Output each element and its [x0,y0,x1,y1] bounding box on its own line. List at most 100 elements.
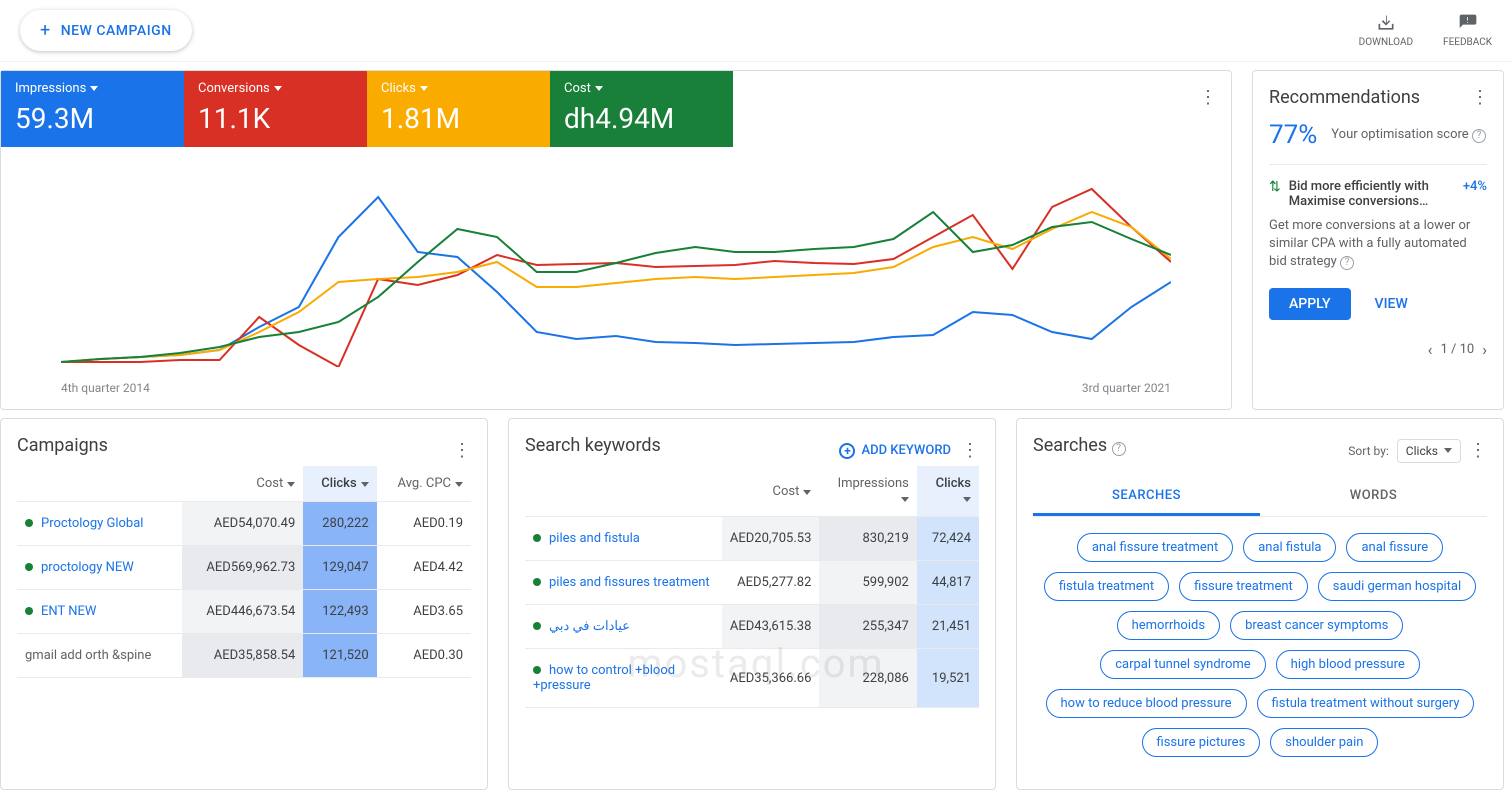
feedback-button[interactable]: FEEDBACK [1443,13,1492,48]
search-chip[interactable]: how to reduce blood pressure [1046,689,1247,718]
metric-tile[interactable]: Conversions 11.1K [184,71,367,147]
sortby-select[interactable]: Clicks [1397,439,1461,463]
status-dot-icon [533,534,541,542]
help-icon[interactable]: ? [1112,442,1126,456]
metric-tile[interactable]: Impressions 59.3M [1,71,184,147]
pager-next-icon[interactable]: › [1482,340,1487,359]
metric-value: 1.81M [381,102,536,135]
search-chip[interactable]: breast cancer symptoms [1230,611,1403,640]
table-row: piles and fissures treatment AED5,277.82… [525,561,979,605]
line-chart [61,167,1171,367]
search-tab[interactable]: WORDS [1260,478,1487,516]
table-row: piles and fistula AED20,705.53 830,219 7… [525,517,979,561]
clicks-cell: 121,520 [303,634,376,678]
metrics-row: Impressions 59.3MConversions 11.1KClicks… [1,71,1231,147]
search-chip[interactable]: saudi german hospital [1318,572,1476,601]
searches-panel: Searches ? Sort by: Clicks ⋮ SEARCHESWOR… [1016,418,1504,790]
column-header[interactable]: Cost [182,466,303,502]
campaigns-panel: Campaigns ⋮ CostClicksAvg. CPC Proctolog… [0,418,488,790]
search-chip[interactable]: fissure treatment [1179,572,1308,601]
keyword-name[interactable]: piles and fissures treatment [525,561,722,605]
metric-label: Impressions [15,81,170,96]
column-header[interactable]: Clicks [303,466,376,502]
overview-more-icon[interactable]: ⋮ [1199,87,1217,108]
searches-more-icon[interactable]: ⋮ [1469,440,1487,461]
overview-card: ⋮ Impressions 59.3MConversions 11.1KClic… [0,70,1232,410]
cpc-cell: AED0.19 [377,502,471,546]
campaigns-more-icon[interactable]: ⋮ [453,440,471,461]
search-chip[interactable]: fistula treatment without surgery [1257,689,1475,718]
cost-cell: AED446,673.54 [182,590,303,634]
cpc-cell: AED3.65 [377,590,471,634]
status-dot-icon [25,519,33,527]
campaign-name[interactable]: ENT NEW [17,590,182,634]
status-dot-icon [533,622,541,630]
help-icon[interactable]: ? [1472,129,1486,143]
chevron-down-icon [420,86,428,91]
column-header[interactable]: Impressions [819,466,916,517]
reco-more-icon[interactable]: ⋮ [1471,87,1489,108]
keyword-name[interactable]: piles and fistula [525,517,722,561]
table-row: Proctology Global AED54,070.49 280,222 A… [17,502,471,546]
campaigns-table: CostClicksAvg. CPC Proctology Global AED… [17,466,471,678]
new-campaign-label: NEW CAMPAIGN [61,23,172,39]
keyword-name[interactable]: عيادات في دبي [525,605,722,649]
chevron-down-icon [90,86,98,91]
chevron-down-icon [595,86,603,91]
reco-desc: Get more conversions at a lower or simil… [1269,217,1487,272]
cost-cell: AED569,962.73 [182,546,303,590]
keyword-name[interactable]: how to control +blood +pressure [525,649,722,708]
metric-value: dh4.94M [564,102,719,135]
add-keyword-button[interactable]: + ADD KEYWORD [839,443,951,459]
column-header[interactable]: Avg. CPC [377,466,471,502]
table-row: gmail add orth &spine AED35,858.54 121,5… [17,634,471,678]
metric-tile[interactable]: Clicks 1.81M [367,71,550,147]
metric-tile[interactable]: Cost dh4.94M [550,71,733,147]
reco-score-label: Your optimisation score ? [1331,127,1486,144]
apply-button[interactable]: APPLY [1269,288,1351,320]
swap-icon: ⇅ [1269,179,1281,195]
table-row: ENT NEW AED446,673.54 122,493 AED3.65 [17,590,471,634]
search-chip[interactable]: shoulder pain [1270,728,1378,757]
campaigns-title: Campaigns [17,435,108,456]
column-header[interactable]: Clicks [917,466,979,517]
pager-label: 1 / 10 [1440,342,1474,357]
view-link[interactable]: VIEW [1375,296,1408,312]
search-chip[interactable]: fissure pictures [1142,728,1261,757]
keywords-title: Search keywords [525,435,661,456]
clicks-cell: 72,424 [917,517,979,561]
search-chip[interactable]: anal fissure [1346,533,1443,562]
clicks-cell: 122,493 [303,590,376,634]
reco-delta: +4% [1463,179,1487,194]
clicks-cell: 19,521 [917,649,979,708]
search-chip[interactable]: anal fissure treatment [1077,533,1233,562]
new-campaign-button[interactable]: + NEW CAMPAIGN [20,10,192,51]
feedback-label: FEEDBACK [1443,37,1492,48]
search-chip[interactable]: carpal tunnel syndrome [1100,650,1265,679]
pager-prev-icon[interactable]: ‹ [1428,340,1433,359]
search-chip[interactable]: fistula treatment [1044,572,1169,601]
cost-cell: AED5,277.82 [722,561,820,605]
campaign-name[interactable]: Proctology Global [17,502,182,546]
status-dot-icon [25,607,33,615]
status-dot-icon [25,563,33,571]
column-header[interactable]: Cost [722,466,820,517]
chart-date-range: 4th quarter 2014 3rd quarter 2021 [1,381,1231,409]
download-button[interactable]: DOWNLOAD [1359,13,1413,48]
cost-cell: AED20,705.53 [722,517,820,561]
search-chip[interactable]: hemorrhoids [1117,611,1220,640]
keywords-more-icon[interactable]: ⋮ [961,440,979,461]
help-icon[interactable]: ? [1340,256,1354,270]
search-chip[interactable]: anal fistula [1243,533,1336,562]
cost-cell: AED54,070.49 [182,502,303,546]
search-chip[interactable]: high blood pressure [1276,650,1420,679]
searches-title: Searches ? [1033,435,1126,456]
metric-label: Cost [564,81,719,96]
campaign-name: gmail add orth &spine [17,634,182,678]
campaign-name[interactable]: proctology NEW [17,546,182,590]
reco-score: 77% [1269,120,1317,150]
reco-item-title: Bid more efficiently with Maximise conve… [1289,179,1455,209]
download-label: DOWNLOAD [1359,37,1413,48]
search-tab[interactable]: SEARCHES [1033,478,1260,516]
cost-cell: AED35,366.66 [722,649,820,708]
